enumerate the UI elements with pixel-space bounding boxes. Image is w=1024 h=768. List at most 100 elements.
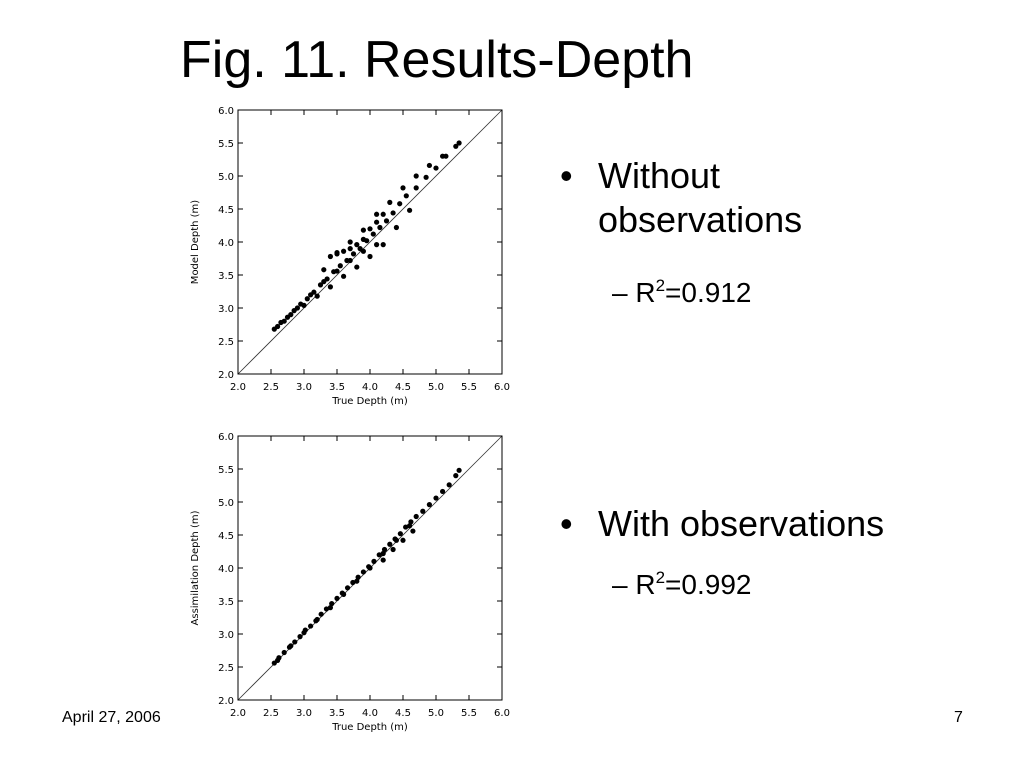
x-tick-label: 6.0 xyxy=(494,382,510,393)
y-tick-label: 6.0 xyxy=(218,106,234,117)
data-point xyxy=(281,649,287,656)
data-point xyxy=(376,552,382,558)
data-point xyxy=(387,199,393,205)
y-tick-label: 2.0 xyxy=(218,696,234,707)
x-tick-label: 2.0 xyxy=(230,708,246,719)
x-tick-label: 5.0 xyxy=(428,708,444,719)
data-point xyxy=(360,248,366,254)
data-point xyxy=(314,293,320,299)
x-tick-label: 3.0 xyxy=(296,708,312,719)
data-point xyxy=(275,657,281,663)
data-point xyxy=(426,162,432,169)
x-tick-label: 3.5 xyxy=(329,382,345,393)
x-tick-label: 4.5 xyxy=(395,708,411,719)
data-point xyxy=(301,302,307,308)
data-point xyxy=(301,630,307,636)
data-point xyxy=(360,227,366,233)
data-point xyxy=(334,268,340,274)
data-point xyxy=(341,273,347,279)
data-point xyxy=(350,579,356,586)
data-point xyxy=(456,140,462,146)
data-point xyxy=(403,193,409,199)
data-point xyxy=(413,185,419,191)
y-tick-label: 4.5 xyxy=(218,531,234,542)
data-point xyxy=(420,508,426,514)
x-axis-label: True Depth (m) xyxy=(331,722,408,733)
data-point xyxy=(400,185,406,191)
data-point xyxy=(297,634,303,640)
data-point xyxy=(360,236,366,242)
data-point xyxy=(288,643,294,649)
data-point xyxy=(426,502,432,508)
scatter-plot-svg: 2.0 2.5 3.0 3.5 4.0 4.5 5.0 5.5 6.0 2.0 2.5 3.0 3.5 4… xyxy=(190,432,510,733)
data-point xyxy=(397,201,403,207)
data-point xyxy=(381,546,388,553)
data-point xyxy=(446,482,452,488)
r-squared-with-observations: – R2=0.992 xyxy=(612,568,751,606)
data-point xyxy=(403,524,409,530)
data-point xyxy=(321,267,327,273)
data-point xyxy=(347,246,353,252)
bullet-dot-icon: • xyxy=(560,155,573,196)
bullet-dot-icon: • xyxy=(560,503,573,544)
y-tick-label: 2.5 xyxy=(218,663,234,674)
data-point xyxy=(318,611,324,617)
data-point xyxy=(400,537,406,543)
data-point xyxy=(374,211,380,217)
data-point xyxy=(393,224,399,231)
data-point xyxy=(292,639,298,645)
data-point xyxy=(327,253,333,260)
data-point xyxy=(327,605,333,611)
data-point xyxy=(390,546,396,553)
bullet-with-observations: • With observations xyxy=(560,502,1000,546)
data-point xyxy=(408,519,414,525)
data-point xyxy=(341,591,347,597)
data-point xyxy=(371,558,377,564)
data-point xyxy=(374,219,380,225)
depth-scatter-without-observations: 2.0 2.5 3.0 3.5 4.0 4.5 5.0 5.5 6.0 2.0 2.5 3.0 3.5 4… xyxy=(180,98,520,428)
x-tick-label: 6.0 xyxy=(494,708,510,719)
y-tick-label: 5.5 xyxy=(218,465,234,476)
x-tick-label: 3.5 xyxy=(329,708,345,719)
y-tick-label: 3.0 xyxy=(218,304,234,315)
data-point xyxy=(354,264,360,270)
data-point xyxy=(433,165,439,171)
y-tick-label: 6.0 xyxy=(218,432,234,443)
data-point xyxy=(317,282,324,288)
data-point xyxy=(393,537,399,543)
data-point xyxy=(314,616,320,623)
y-tick-label: 4.0 xyxy=(218,564,234,575)
data-point xyxy=(453,143,459,149)
data-point xyxy=(374,242,380,248)
data-point xyxy=(456,467,462,473)
r-squared-value: =0.992 xyxy=(665,569,752,600)
bullet-text: With observations xyxy=(598,503,885,544)
slide-title: Fig. 11. Results-Depth xyxy=(180,31,694,89)
data-point xyxy=(294,305,300,311)
depth-scatter-with-observations: 2.0 2.5 3.0 3.5 4.0 4.5 5.0 5.5 6.0 2.0 2.5 3.0 3.5 4… xyxy=(180,424,520,754)
r-squared-prefix: – R xyxy=(612,277,656,308)
r-squared-exponent: 2 xyxy=(655,276,666,295)
data-point xyxy=(423,174,429,180)
page-number: 7 xyxy=(954,709,963,726)
y-axis-label: Model Depth (m) xyxy=(190,200,201,284)
y-tick-label: 3.5 xyxy=(218,271,234,282)
x-tick-label: 5.5 xyxy=(461,708,477,719)
data-point xyxy=(354,242,360,248)
data-point xyxy=(377,224,383,231)
data-point xyxy=(308,292,314,298)
y-axis-label: Assimilation Depth (m) xyxy=(190,510,201,625)
y-tick-label: 5.0 xyxy=(218,498,234,509)
data-point xyxy=(323,606,330,612)
y-tick-label: 4.5 xyxy=(218,205,234,216)
data-point xyxy=(380,550,386,557)
data-point xyxy=(390,210,396,216)
r-squared-prefix: – R xyxy=(612,569,656,600)
data-point xyxy=(321,279,327,285)
data-point xyxy=(383,218,390,224)
y-tick-label: 4.0 xyxy=(218,238,234,249)
x-tick-label: 2.0 xyxy=(230,382,246,393)
y-tick-label: 2.0 xyxy=(218,370,234,381)
data-point xyxy=(329,601,335,607)
y-tick-label: 3.0 xyxy=(218,630,234,641)
